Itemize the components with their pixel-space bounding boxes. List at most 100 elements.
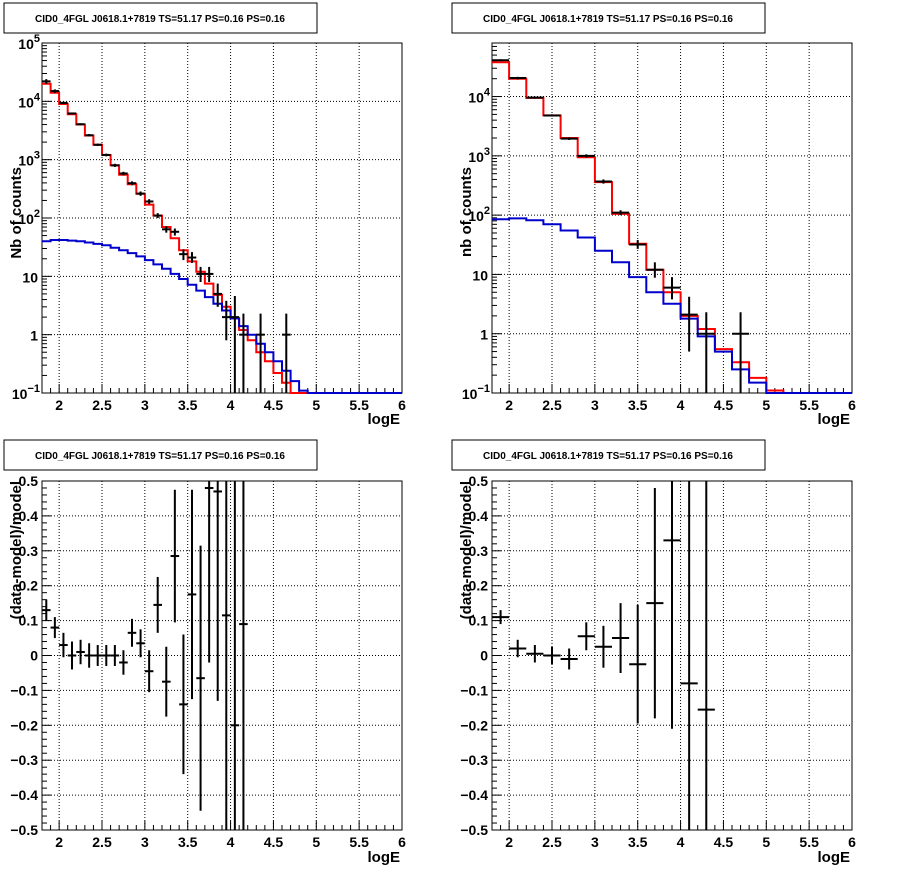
- x-tick-label: 2: [55, 834, 63, 850]
- data-point: [93, 143, 102, 146]
- residual-point: [170, 489, 180, 623]
- data-point: [110, 163, 120, 167]
- data-point: [170, 228, 180, 236]
- y-tick-label: 0.5: [469, 473, 489, 489]
- x-tick-label: 6: [848, 397, 856, 413]
- y-axis-title: (data-model)/model: [8, 481, 25, 619]
- y-tick-label: 0.4: [19, 508, 39, 524]
- data-point: [612, 210, 630, 216]
- data-point: [213, 283, 222, 307]
- x-tick-label: 2: [55, 397, 63, 413]
- data-point: [282, 313, 291, 393]
- residual-point: [526, 645, 544, 663]
- x-tick-label: 3: [141, 397, 149, 413]
- residual-point: [239, 481, 248, 830]
- x-tick-label: 2.5: [542, 834, 562, 850]
- residual-point: [144, 650, 154, 693]
- residual-point: [594, 625, 612, 668]
- residual-point: [50, 617, 60, 639]
- x-tick-label: 4: [227, 834, 235, 850]
- x-tick-label: 4.5: [264, 834, 284, 850]
- residual-point: [67, 641, 77, 670]
- data-point: [84, 134, 94, 137]
- y-tick-label: 0: [30, 648, 38, 664]
- residual-point: [84, 643, 94, 668]
- x-tick-label: 2: [505, 397, 513, 413]
- data-point: [492, 59, 510, 62]
- x-tick-label: 3.5: [178, 397, 198, 413]
- x-tick-label: 4.5: [714, 397, 734, 413]
- residual-point: [59, 632, 68, 658]
- data-point: [153, 213, 162, 218]
- x-tick-label: 5.5: [349, 834, 369, 850]
- spectrum-panel-all-bins: CID0_4FGL J0618.1+7819 TS=51.17 PS=0.16 …: [3, 2, 406, 428]
- data-point: [144, 199, 154, 204]
- y-axis-title: Nb of counts: [8, 167, 25, 259]
- x-tick-label: 2.5: [542, 397, 562, 413]
- x-tick-label: 5.5: [799, 397, 819, 413]
- x-tick-label: 3.5: [628, 397, 648, 413]
- x-tick-label: 3: [591, 397, 599, 413]
- residual-point: [543, 646, 561, 665]
- x-tick-label: 3.5: [178, 834, 198, 850]
- x-tick-label: 4: [677, 834, 685, 850]
- residual-point: [577, 622, 595, 651]
- residual-point: [560, 648, 578, 670]
- total-model-histogram: [42, 82, 402, 394]
- x-tick-label: 5.5: [349, 397, 369, 413]
- data-point: [222, 300, 231, 341]
- x-tick-label: 3: [141, 834, 149, 850]
- data-point: [204, 266, 214, 282]
- x-axis-title: logE: [818, 411, 851, 428]
- y-tick-label: 10: [22, 269, 38, 285]
- x-tick-label: 5: [312, 834, 320, 850]
- residual-point: [629, 604, 647, 724]
- data-point: [697, 312, 715, 393]
- y-tick-label: 0.3: [469, 543, 489, 559]
- data-point: [594, 179, 612, 184]
- y-tick-label: 10: [472, 267, 488, 283]
- spectrum-panel-coarse-bins: CID0_4FGL J0618.1+7819 TS=51.17 PS=0.16 …: [451, 2, 856, 428]
- x-axis-title: logE: [818, 849, 851, 866]
- residual-point: [680, 481, 698, 830]
- y-tick-label: 0.2: [469, 578, 489, 594]
- pad-title-box: [3, 439, 318, 471]
- y-axis-title: (data-model)/model: [458, 481, 475, 619]
- residual-point: [102, 645, 111, 666]
- data-point: [543, 114, 561, 117]
- data-point: [629, 240, 647, 249]
- y-tick-label: −0.4: [10, 787, 38, 803]
- x-tick-label: 6: [848, 834, 856, 850]
- x-tick-label: 4: [677, 397, 685, 413]
- x-tick-label: 5.5: [799, 834, 819, 850]
- y-tick-label: −0.3: [10, 752, 38, 768]
- y-tick-label: 0.5: [19, 473, 39, 489]
- residual-panel-coarse-bins: CID0_4FGL J0618.1+7819 TS=51.17 PS=0.16 …: [451, 439, 856, 866]
- data-point: [732, 312, 750, 393]
- data-point: [509, 76, 527, 80]
- y-tick-label: −0.4: [460, 787, 488, 803]
- residual-point: [492, 610, 510, 625]
- data-point: [663, 277, 681, 300]
- x-tick-label: 4.5: [264, 397, 284, 413]
- pad-title-box: [3, 2, 318, 34]
- data-point: [577, 154, 595, 158]
- residual-point: [127, 618, 137, 647]
- y-tick-label: −0.2: [10, 717, 38, 733]
- x-axis-title: logE: [368, 849, 401, 866]
- residual-point: [213, 481, 222, 701]
- data-point: [76, 123, 85, 126]
- data-point: [67, 112, 77, 115]
- y-tick-label: 0: [480, 648, 488, 664]
- x-tick-label: 3.5: [628, 834, 648, 850]
- residual-point: [230, 481, 240, 830]
- pad-title: CID0_4FGL J0618.1+7819 TS=51.17 PS=0.16 …: [35, 14, 285, 25]
- x-axis-title: logE: [368, 411, 401, 428]
- residual-point: [196, 545, 205, 811]
- y-tick-label: 0.2: [19, 578, 39, 594]
- y-tick-label: −0.5: [460, 822, 488, 838]
- data-point: [680, 296, 698, 352]
- x-tick-label: 4: [227, 397, 235, 413]
- x-tick-label: 5: [762, 397, 770, 413]
